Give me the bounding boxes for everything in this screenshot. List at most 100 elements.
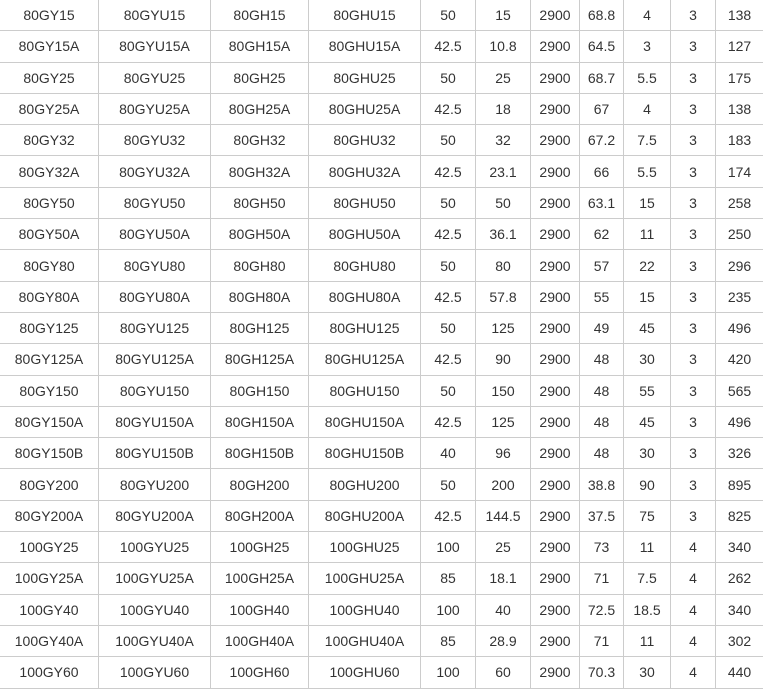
table-cell: 80GYU50A: [98, 218, 211, 251]
table-cell: 80GY200A: [0, 499, 99, 533]
table-cell: 2900: [530, 374, 580, 407]
table-cell: 71: [579, 624, 624, 658]
table-cell: 100: [420, 656, 476, 689]
table-cell: 100GH40: [210, 593, 309, 626]
table-row: 100GY40 100GYU40 100GH40 100GHU40 100 40 2900 7…: [0, 593, 763, 626]
table-cell: 80GH50A: [210, 218, 309, 251]
table-cell: 30: [623, 656, 671, 689]
table-cell: 80GHU80: [308, 249, 421, 282]
table-cell: 80GY125: [0, 311, 99, 345]
table-cell: 80GH25: [210, 61, 309, 94]
table-cell: 200: [475, 468, 531, 501]
table-cell: 100GHU25A: [308, 562, 421, 595]
table-cell: 63.1: [579, 186, 624, 220]
table-cell: 2900: [530, 343, 580, 376]
table-row: 100GY25 100GYU25 100GH25 100GHU25 100 25 2900 7…: [0, 531, 763, 564]
table-cell: 80GYU50: [98, 186, 211, 220]
table-row: 80GY80 80GYU80 80GH80 80GHU80 50 80 2900 57 22 3 2…: [0, 249, 763, 282]
table-cell: 3: [670, 405, 716, 439]
table-cell: 80GHU200A: [308, 499, 421, 533]
table-row: 80GY200 80GYU200 80GH200 80GHU200 50 200 2900 3…: [0, 468, 763, 501]
table-cell: 66: [579, 155, 624, 188]
table-cell: 80GY50A: [0, 218, 99, 251]
table-cell: 80GHU50: [308, 186, 421, 220]
table-cell: 80GYU15A: [98, 30, 211, 63]
table-row: 80GY25 80GYU25 80GH25 80GHU25 50 25 2900 68.7 5.…: [0, 61, 763, 94]
table-cell: 2900: [530, 562, 580, 595]
table-cell: 30: [623, 437, 671, 470]
table-cell: 32: [475, 124, 531, 157]
table-cell: 100GYU60: [98, 656, 211, 689]
table-cell: 75: [623, 499, 671, 533]
table-cell: 80GH200: [210, 468, 309, 501]
table-cell: 4: [623, 92, 671, 126]
table-cell: 80GYU15: [98, 0, 211, 32]
table-cell: 80GHU125: [308, 311, 421, 345]
table-cell: 80GHU150B: [308, 437, 421, 470]
table-cell: 80GH32: [210, 124, 309, 157]
table-cell: 125: [475, 311, 531, 345]
table-cell: 100GHU40A: [308, 624, 421, 658]
table-cell: 57: [579, 249, 624, 282]
table-cell: 42.5: [420, 405, 476, 439]
table-cell: 2900: [530, 92, 580, 126]
table-cell: 138: [715, 92, 763, 126]
table-row: 80GY150 80GYU150 80GH150 80GHU150 50 150 2900 4…: [0, 374, 763, 407]
table-cell: 67.2: [579, 124, 624, 157]
table-cell: 25: [475, 531, 531, 564]
table-row: 80GY150B 80GYU150B 80GH150B 80GHU150B 40 96 29…: [0, 437, 763, 470]
table-cell: 67: [579, 92, 624, 126]
table-cell: 80GYU32: [98, 124, 211, 157]
table-cell: 30: [623, 343, 671, 376]
table-cell: 296: [715, 249, 763, 282]
table-cell: 80GY25A: [0, 92, 99, 126]
table-cell: 80GYU25A: [98, 92, 211, 126]
table-cell: 3: [670, 343, 716, 376]
table-cell: 5.5: [623, 155, 671, 188]
table-cell: 125: [475, 405, 531, 439]
table-cell: 80GHU25A: [308, 92, 421, 126]
table-row: 80GY80A 80GYU80A 80GH80A 80GHU80A 42.5 57.8 29…: [0, 280, 763, 313]
table-cell: 80GHU80A: [308, 280, 421, 313]
table-cell: 36.1: [475, 218, 531, 251]
table-cell: 60: [475, 656, 531, 689]
table-cell: 302: [715, 624, 763, 658]
table-cell: 100GH40A: [210, 624, 309, 658]
table-cell: 2900: [530, 468, 580, 501]
table-cell: 80GH15A: [210, 30, 309, 63]
table-cell: 80GY150B: [0, 437, 99, 470]
table-cell: 80GYU80: [98, 249, 211, 282]
table-cell: 80GHU15: [308, 0, 421, 32]
table-cell: 25: [475, 61, 531, 94]
table-cell: 50: [420, 311, 476, 345]
table-cell: 3: [670, 311, 716, 345]
table-cell: 2900: [530, 280, 580, 313]
table-cell: 100GYU40: [98, 593, 211, 626]
table-cell: 80GHU150A: [308, 405, 421, 439]
table-cell: 3: [670, 0, 716, 32]
table-cell: 100GYU40A: [98, 624, 211, 658]
table-cell: 3: [670, 124, 716, 157]
table-row: 80GY32 80GYU32 80GH32 80GHU32 50 32 2900 67.2 7.…: [0, 124, 763, 157]
table-row: 80GY32A 80GYU32A 80GH32A 80GHU32A 42.5 23.1 29…: [0, 155, 763, 188]
table-cell: 80GYU150A: [98, 405, 211, 439]
table-cell: 45: [623, 405, 671, 439]
table-row: 80GY15A 80GYU15A 80GH15A 80GHU15A 42.5 10.8 29…: [0, 30, 763, 63]
table-cell: 80GY15: [0, 0, 99, 32]
table-cell: 50: [420, 468, 476, 501]
table-cell: 100GH25A: [210, 562, 309, 595]
table-cell: 150: [475, 374, 531, 407]
table-cell: 3: [623, 30, 671, 63]
table-cell: 174: [715, 155, 763, 188]
table-cell: 42.5: [420, 30, 476, 63]
table-cell: 55: [623, 374, 671, 407]
table-cell: 50: [420, 124, 476, 157]
table-cell: 100GY25: [0, 531, 99, 564]
table-cell: 48: [579, 374, 624, 407]
table-row: 80GY125A 80GYU125A 80GH125A 80GHU125A 42.5 90…: [0, 343, 763, 376]
table-cell: 80GYU32A: [98, 155, 211, 188]
table-cell: 895: [715, 468, 763, 501]
table-cell: 57.8: [475, 280, 531, 313]
table-cell: 38.8: [579, 468, 624, 501]
